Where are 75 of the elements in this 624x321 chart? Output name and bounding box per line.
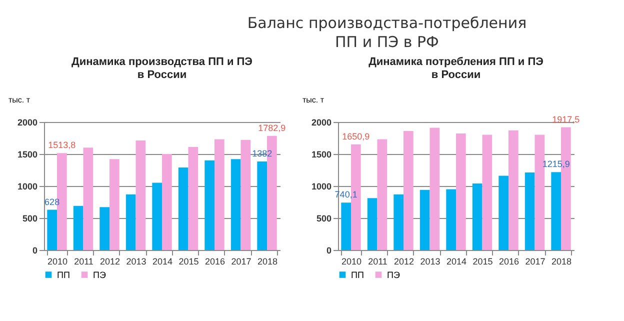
bar: [341, 202, 351, 250]
x-tick-label: 2014: [446, 256, 467, 266]
legend-label: ПП: [57, 270, 70, 280]
bar: [214, 139, 224, 250]
legend-label: ПЭ: [387, 270, 400, 280]
bar: [136, 140, 146, 250]
bar: [162, 154, 172, 250]
bar: [456, 134, 466, 250]
y-axis-title: тыс. т: [8, 96, 30, 104]
data-label: 1513,8: [48, 140, 76, 150]
x-tick-label: 2014: [152, 256, 173, 266]
bar: [178, 167, 188, 250]
x-tick-label: 2015: [472, 256, 493, 266]
bar: [394, 194, 404, 250]
y-tick-label: 2000: [17, 118, 38, 128]
y-tick-label: 0: [326, 246, 332, 256]
x-tick-label: 2015: [178, 256, 199, 266]
bar: [367, 198, 378, 250]
bar: [230, 159, 241, 250]
x-tick-label: 2012: [394, 256, 414, 266]
bar: [420, 190, 430, 250]
x-tick-label: 2010: [341, 256, 362, 266]
x-tick-label: 2013: [126, 256, 146, 266]
bar: [534, 134, 545, 250]
y-tick-label: 1500: [17, 150, 38, 160]
text: Баланс производства-потребления ПП и ПЭ в РФ: [246, 13, 528, 53]
bar: [430, 128, 440, 250]
bar: [257, 162, 268, 250]
bar: [152, 182, 162, 250]
bar: [100, 207, 110, 250]
bar: [498, 176, 509, 250]
bar: [240, 140, 251, 250]
y-tick-label: 1500: [311, 150, 332, 160]
data-label: 1917,5: [552, 114, 580, 124]
x-tick-label: 2017: [231, 256, 252, 266]
data-label: 1650,9: [342, 131, 370, 142]
bar: [524, 172, 535, 250]
bar: [482, 134, 492, 250]
bar: [551, 172, 562, 250]
x-tick-label: 2013: [420, 256, 440, 266]
data-label: 1782,9: [258, 122, 286, 133]
y-tick-label: 1000: [311, 182, 332, 192]
x-tick-label: 2018: [257, 256, 278, 266]
bar: [73, 206, 84, 250]
y-tick-label: 500: [316, 214, 332, 224]
bar: [446, 189, 456, 250]
bar: [188, 146, 198, 250]
bar: [83, 148, 94, 250]
chart-title: Динамика потребления ПП и ПЭ в России: [368, 56, 544, 81]
data-label: 1215,9: [542, 159, 570, 170]
bar: [126, 194, 136, 250]
x-tick-label: 2010: [47, 256, 68, 266]
legend-label: ПЭ: [93, 270, 106, 280]
y-tick-label: 500: [22, 214, 38, 224]
y-tick-label: 1000: [17, 182, 38, 192]
y-tick-label: 2000: [311, 118, 332, 128]
x-tick-label: 2011: [74, 256, 94, 266]
x-tick-label: 2018: [551, 256, 572, 266]
data-label: 628: [44, 196, 60, 207]
bar: [403, 130, 414, 250]
bar: [508, 130, 518, 250]
y-axis-title: тыс. т: [302, 96, 324, 104]
x-tick-label: 2016: [498, 256, 520, 266]
chart-title: Динамика производства ПП и ПЭ в России: [72, 56, 253, 81]
y-tick-label: 0: [32, 246, 38, 256]
bar: [109, 159, 120, 250]
x-tick-label: 2017: [525, 256, 546, 266]
bar: [47, 210, 57, 250]
x-tick-label: 2011: [368, 256, 388, 266]
x-tick-label: 2016: [204, 256, 226, 266]
bar: [204, 160, 215, 250]
x-tick-label: 2012: [100, 256, 120, 266]
bar: [377, 139, 388, 250]
bar: [472, 183, 482, 250]
legend-label: ПП: [351, 270, 364, 280]
